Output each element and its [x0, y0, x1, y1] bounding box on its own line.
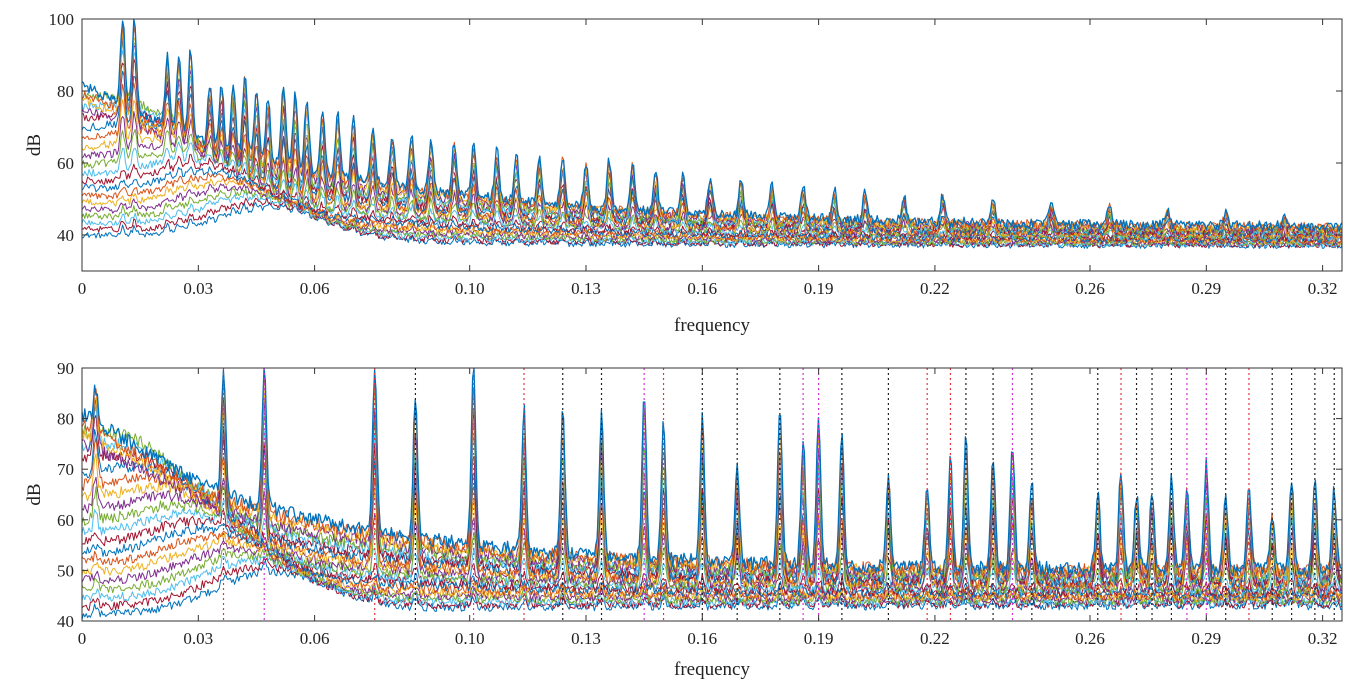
y-tick-label: 90 — [57, 359, 74, 378]
y-tick-label: 100 — [49, 10, 75, 29]
y-tick-label: 80 — [57, 82, 74, 101]
y-tick-label: 40 — [57, 226, 74, 245]
x-tick-label: 0.29 — [1191, 279, 1221, 298]
top-y-axis-label: dB — [24, 134, 45, 156]
top-series-layer — [82, 19, 1342, 249]
top-tick-layer: 0 0.03 0.06 0.10 0.13 0.16 0.19 0.22 0.26 0.29 0.3… — [49, 10, 1342, 298]
spectrum-series-line — [82, 548, 1342, 606]
x-tick-label: 0.16 — [687, 629, 717, 648]
bottom-marker-layer — [222, 368, 1335, 621]
spectrum-series-line — [82, 128, 1342, 241]
bottom-y-axis-label: dB — [24, 483, 45, 505]
bottom-spectrum-panel: 0 0.03 0.06 0.10 0.13 0.16 0.19 0.22 0.26 0.29 0.3… — [24, 359, 1343, 680]
x-tick-label: 0.16 — [687, 279, 717, 298]
bottom-x-axis-label: frequency — [674, 659, 750, 680]
x-tick-label: 0.03 — [183, 279, 213, 298]
spectrum-series-line — [82, 500, 1342, 596]
x-tick-label: 0.10 — [455, 279, 485, 298]
bottom-tick-layer: 0 0.03 0.06 0.10 0.13 0.16 0.19 0.22 0.26 0.29 0.3… — [57, 359, 1342, 648]
spectrum-series-line — [82, 414, 1342, 586]
bottom-plot-frame — [81, 367, 1343, 622]
x-tick-label: 0.26 — [1075, 629, 1105, 648]
spectrum-series-line — [82, 372, 1342, 579]
y-tick-label: 50 — [57, 561, 74, 580]
y-tick-label: 40 — [57, 612, 74, 631]
x-tick-label: 0 — [78, 629, 87, 648]
x-tick-label: 0.06 — [300, 629, 330, 648]
x-tick-label: 0 — [78, 279, 87, 298]
x-tick-label: 0.26 — [1075, 279, 1105, 298]
spectrum-series-line — [82, 19, 1342, 232]
spectrum-series-line — [82, 166, 1342, 244]
x-tick-label: 0.06 — [300, 279, 330, 298]
x-tick-label: 0.19 — [804, 279, 834, 298]
x-tick-label: 0.32 — [1308, 629, 1338, 648]
y-tick-label: 60 — [57, 154, 74, 173]
top-x-axis-label: frequency — [674, 315, 750, 336]
y-tick-label: 60 — [57, 511, 74, 530]
bottom-series-layer — [82, 368, 1342, 620]
x-tick-label: 0.03 — [183, 629, 213, 648]
x-tick-label: 0.32 — [1308, 279, 1338, 298]
x-tick-label: 0.19 — [804, 629, 834, 648]
spectrum-series-line — [82, 368, 1342, 578]
top-plot-frame — [81, 18, 1343, 272]
spectrum-series-line — [82, 397, 1342, 584]
y-tick-label: 80 — [57, 410, 74, 429]
x-tick-label: 0.29 — [1191, 629, 1221, 648]
x-tick-label: 0.13 — [571, 279, 601, 298]
spectrum-series-line — [82, 188, 1342, 247]
x-tick-label: 0.22 — [920, 279, 950, 298]
top-spectrum-panel: 0 0.03 0.06 0.10 0.13 0.16 0.19 0.22 0.26 0.29 0.3… — [24, 10, 1343, 336]
x-tick-label: 0.22 — [920, 629, 950, 648]
x-tick-label: 0.13 — [571, 629, 601, 648]
y-tick-label: 70 — [57, 460, 74, 479]
x-tick-label: 0.10 — [455, 629, 485, 648]
